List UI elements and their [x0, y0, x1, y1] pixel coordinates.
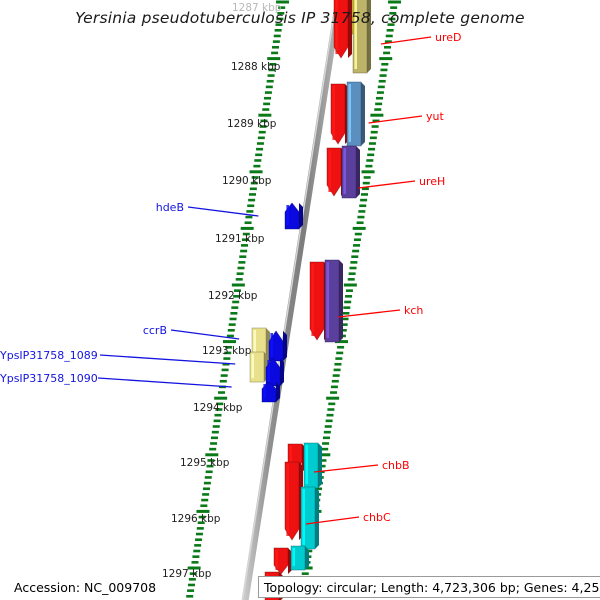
gene-label-ccrb[interactable]: ccrB [142, 324, 167, 337]
page-title: Yersinia pseudotuberculosis IP 31758, co… [75, 9, 525, 27]
gene-feature[interactable] [249, 351, 268, 383]
gene-feature[interactable] [300, 486, 319, 550]
gene-feature[interactable] [341, 145, 360, 199]
genome-backbone-axis [241, 0, 343, 600]
gene-label-yut[interactable]: yut [426, 110, 444, 123]
gene-label-ureh[interactable]: ureH [419, 175, 446, 188]
gene-label-chbb[interactable]: chbB [382, 459, 410, 472]
gene-label-chbc[interactable]: chbC [363, 511, 391, 524]
gene-feature[interactable] [284, 202, 303, 230]
ruler-tick-label: 1292 kbp [208, 290, 258, 302]
ruler-tick-label: 1287 kbp [232, 2, 282, 14]
gene-feature[interactable] [284, 461, 303, 541]
gene-label-ypsip31758_1089[interactable]: YpsIP31758_1089 [0, 349, 98, 362]
gene-feature[interactable] [264, 571, 283, 600]
gene-label-ypsip31758_1090[interactable]: YpsIP31758_1090 [0, 372, 98, 385]
ruler-tick-label: 1294 kbp [193, 402, 243, 414]
gene-feature[interactable] [265, 357, 284, 387]
gene-feature[interactable] [324, 259, 343, 343]
ruler-tick-label: 1289 kbp [227, 118, 277, 130]
ruler-tick-label: 1296 kbp [171, 513, 221, 525]
gene-feature[interactable] [346, 81, 365, 147]
gene-feature[interactable] [261, 381, 280, 403]
ruler-tick-label: 1291 kbp [215, 233, 265, 245]
gene-feature[interactable] [268, 330, 287, 362]
gene-feature[interactable] [290, 545, 309, 571]
ruler-tick-label: 1288 kbp [231, 61, 281, 73]
gene-feature[interactable] [303, 442, 322, 489]
label-leader-lines [97, 36, 432, 525]
gene-feature-layer[interactable] [249, 0, 371, 600]
gene-feature[interactable] [333, 0, 352, 59]
gene-label-kch[interactable]: kch [404, 304, 424, 317]
ruler-tick-label: 1290 kbp [222, 175, 272, 187]
ruler-ticks-left [186, 0, 290, 598]
gene-feature[interactable] [273, 547, 292, 575]
gene-feature[interactable] [330, 83, 349, 145]
ruler-tick-label: 1297 kbp [162, 568, 212, 580]
gene-feature[interactable] [352, 0, 371, 74]
gene-label-ured[interactable]: ureD [435, 31, 462, 44]
gene-label-hdeb[interactable]: hdeB [155, 201, 184, 214]
ruler-tick-label: 1293 kbp [202, 345, 252, 357]
ruler-tick-label: 1295 kbp [180, 457, 230, 469]
